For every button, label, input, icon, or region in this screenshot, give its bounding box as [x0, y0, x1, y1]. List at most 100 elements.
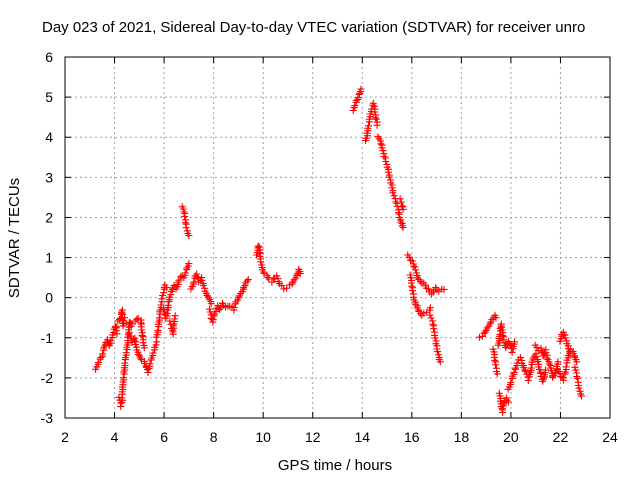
x-tick-label: 14 [354, 429, 370, 445]
data-point [181, 212, 189, 220]
data-point [160, 289, 168, 297]
data-point [181, 269, 189, 277]
data-point [508, 348, 516, 356]
data-point [499, 406, 506, 414]
data-point [372, 115, 380, 123]
x-tick-label: 6 [160, 429, 168, 445]
data-point [352, 97, 360, 105]
data-point [398, 202, 406, 210]
data-point [136, 354, 144, 362]
data-point [121, 314, 128, 322]
data-point [562, 363, 570, 371]
data-point [354, 94, 362, 102]
data-point [180, 208, 188, 216]
data-point [478, 332, 486, 340]
data-point [493, 370, 501, 378]
data-point [157, 301, 165, 309]
data-point [264, 273, 272, 281]
data-point [131, 337, 139, 345]
data-point [543, 354, 551, 362]
grid [65, 57, 610, 418]
data-point [257, 258, 265, 266]
data-point [561, 334, 569, 342]
data-point [517, 354, 524, 362]
data-point [412, 300, 420, 308]
data-point [476, 333, 483, 341]
data-point [122, 349, 130, 357]
data-point [537, 347, 545, 355]
data-point [365, 122, 372, 130]
data-point [126, 332, 134, 340]
x-tick-label: 18 [454, 429, 470, 445]
data-point [94, 358, 102, 366]
data-point [532, 353, 540, 361]
data-point [209, 316, 217, 324]
data-point [385, 173, 393, 181]
data-point [578, 392, 585, 400]
data-point [380, 153, 388, 160]
data-point [133, 315, 141, 323]
data-point [171, 315, 178, 323]
plot-frame [64, 56, 611, 419]
data-point [440, 286, 448, 294]
y-tick-label: 2 [45, 209, 53, 225]
data-point [575, 384, 583, 392]
data-point [243, 277, 251, 285]
data-point [566, 346, 574, 354]
data-point [397, 198, 405, 206]
data-point [436, 358, 444, 366]
y-tick-label: 3 [45, 169, 53, 185]
data-point [112, 322, 120, 330]
data-point [499, 331, 507, 339]
data-point [430, 325, 438, 333]
data-point [507, 379, 515, 386]
y-tick-label: 1 [45, 250, 53, 266]
data-point [382, 158, 390, 165]
y-tick-label: -1 [41, 330, 54, 346]
data-point [424, 285, 432, 293]
x-axis-label: GPS time / hours [278, 457, 392, 474]
data-point [283, 284, 291, 292]
data-point [177, 273, 185, 281]
data-point [182, 224, 190, 232]
data-point [185, 232, 193, 239]
data-point [397, 218, 405, 226]
data-point [351, 102, 359, 110]
data-point [138, 331, 146, 339]
x-tick-label: 16 [404, 429, 420, 445]
y-tick-label: 4 [45, 129, 53, 145]
y-tick-label: 6 [45, 49, 53, 65]
data-point [560, 374, 568, 382]
data-point [155, 314, 163, 322]
data-point [199, 281, 207, 289]
data-point [373, 121, 381, 129]
data-point [146, 360, 154, 368]
chart-title: Day 023 of 2021, Sidereal Day-to-day VTE… [42, 19, 585, 36]
data-point [216, 306, 223, 313]
x-tick-label: 20 [503, 429, 519, 445]
data-point [554, 358, 562, 366]
data-point [545, 360, 553, 368]
data-point [120, 317, 128, 325]
data-point [573, 358, 581, 366]
data-point [140, 344, 148, 352]
data-point [206, 305, 213, 313]
data-point [127, 319, 134, 327]
data-point [408, 257, 416, 265]
data-point [399, 224, 407, 231]
y-axis-label: SDTVAR / TECUs [6, 178, 23, 298]
data-point [185, 260, 193, 268]
data-point [171, 312, 179, 320]
data-point [254, 242, 262, 250]
data-point [492, 314, 500, 322]
plot-area [92, 85, 585, 416]
data-point [566, 349, 574, 357]
y-tick-label: -2 [41, 370, 54, 386]
data-point [396, 195, 404, 203]
x-tick-label: 2 [61, 429, 69, 445]
data-point [154, 326, 162, 334]
data-point [574, 374, 582, 382]
data-point [395, 209, 402, 217]
data-point [268, 278, 276, 286]
data-point [560, 330, 568, 338]
